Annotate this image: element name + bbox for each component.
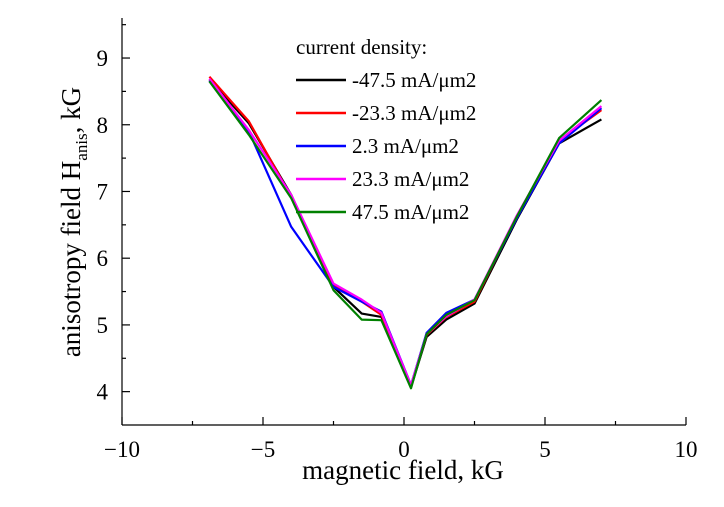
x-tick-label: −10 (104, 437, 140, 462)
x-tick-label: 10 (675, 437, 698, 462)
y-axis-title-main: anisotropy field H (56, 161, 86, 357)
x-tick-label: 5 (539, 437, 551, 462)
y-tick-label: 9 (97, 46, 109, 71)
legend-label: 47.5 mA/μm2 (352, 200, 469, 224)
axes: −10 −5 0 5 10 4 5 6 7 8 9 (97, 18, 698, 462)
y-tick-label: 7 (97, 179, 109, 204)
x-tick-label: 0 (398, 437, 410, 462)
y-axis-title-subscript: anis (72, 133, 91, 160)
y-tick-label: 5 (97, 313, 109, 338)
y-tick-label: 8 (97, 113, 109, 138)
legend-label: 23.3 mA/μm2 (352, 167, 469, 191)
y-tick-label: 6 (97, 246, 109, 271)
y-axis-title-tail: , kG (56, 87, 86, 134)
legend-label: -23.3 mA/μm2 (352, 101, 476, 125)
legend-title: current density: (296, 35, 427, 59)
legend-label: -47.5 mA/μm2 (352, 68, 476, 92)
y-axis-title: anisotropy field Hanis, kG (56, 87, 91, 357)
series-line (208, 80, 603, 390)
x-tick-label: −5 (251, 437, 275, 462)
legend: current density: -47.5 mA/μm2 -23.3 mA/μm2… (296, 35, 476, 224)
y-tick-label: 4 (97, 380, 109, 405)
x-axis-title: magnetic field, kG (302, 455, 504, 485)
legend-label: 2.3 mA/μm2 (352, 134, 459, 158)
series-lines (208, 75, 603, 390)
